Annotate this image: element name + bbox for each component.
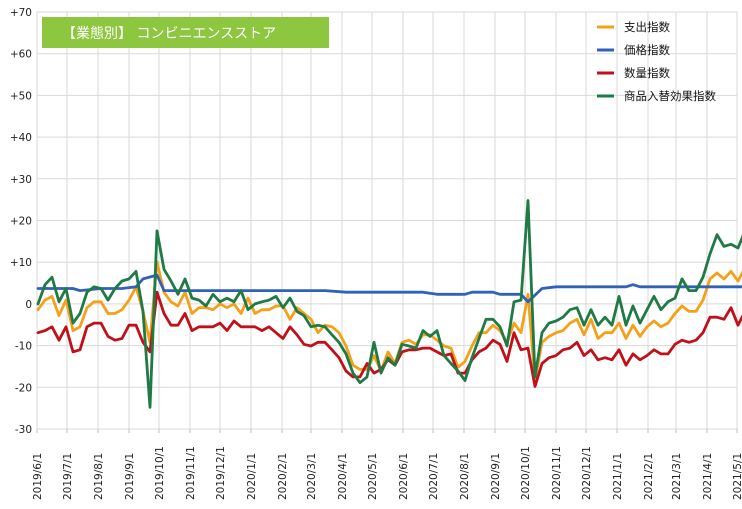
x-tick-label: 2020/3/1 xyxy=(306,453,318,500)
plot-area-border xyxy=(36,11,738,430)
x-tick-label: 2019/9/1 xyxy=(124,453,136,500)
title-background xyxy=(42,17,329,48)
axes: +70 +60 +50 +40 +30 +20 +10 0 -10 -20 -30 2019/6/1 2… xyxy=(10,7,742,500)
x-tick-label: 2020/8/1 xyxy=(459,453,471,500)
x-tick-label: 2021/4/1 xyxy=(702,453,714,500)
x-tick-label: 2019/11/1 xyxy=(185,446,197,500)
x-tick-label: 2020/1/1 xyxy=(246,453,258,500)
x-tick-label: 2020/9/1 xyxy=(490,453,502,500)
x-tick-label: 2021/1/1 xyxy=(612,453,624,500)
y-tick-label: +70 xyxy=(10,7,32,19)
series-lines xyxy=(36,199,742,409)
legend-label: 価格指数 xyxy=(624,43,670,57)
x-tick-label: 2019/6/1 xyxy=(32,453,44,500)
x-tick-label: 2021/2/1 xyxy=(643,453,655,500)
legend-label: 商品入替効果指数 xyxy=(624,89,716,103)
x-tick-label: 2020/10/1 xyxy=(520,446,532,500)
y-tick-label: +50 xyxy=(10,90,32,102)
x-tick-label: 2019/8/1 xyxy=(93,453,105,500)
chart-title: 【業態別】 コンビニエンスストア xyxy=(62,26,276,42)
x-tick-label: 2019/12/1 xyxy=(215,446,227,500)
y-tick-label: +20 xyxy=(10,216,32,228)
y-tick-label: +60 xyxy=(10,49,32,61)
chart-title-box: 【業態別】 コンビニエンスストア xyxy=(42,17,329,48)
y-tick-label: -10 xyxy=(15,341,32,353)
legend-label: 支出指数 xyxy=(624,20,670,34)
x-tick-label: 2021/5/1 xyxy=(732,453,742,500)
series-line-2 xyxy=(36,290,742,388)
y-tick-label: -30 xyxy=(15,424,32,436)
series-line-3 xyxy=(36,199,742,409)
y-tick-label: -20 xyxy=(15,382,32,394)
x-tick-label: 2020/4/1 xyxy=(337,453,349,500)
x-tick-label: 2020/11/1 xyxy=(551,446,563,500)
y-tick-label: +10 xyxy=(10,257,32,269)
x-tick-label: 2020/6/1 xyxy=(398,453,410,500)
x-tick-label: 2020/12/1 xyxy=(581,446,593,500)
x-tick-label: 2020/2/1 xyxy=(277,453,289,500)
x-tick-label: 2020/5/1 xyxy=(367,453,379,500)
series-line-1 xyxy=(36,273,742,304)
x-tick-label: 2019/10/1 xyxy=(154,446,166,500)
y-tick-label: 0 xyxy=(25,299,32,311)
y-tick-label: +40 xyxy=(10,132,32,144)
y-tick-label: +30 xyxy=(10,174,32,186)
x-tick-label: 2019/7/1 xyxy=(62,453,74,500)
x-tick-label: 2020/7/1 xyxy=(428,453,440,500)
x-tick-label: 2021/3/1 xyxy=(671,453,683,500)
legend-label: 数量指数 xyxy=(624,66,670,80)
